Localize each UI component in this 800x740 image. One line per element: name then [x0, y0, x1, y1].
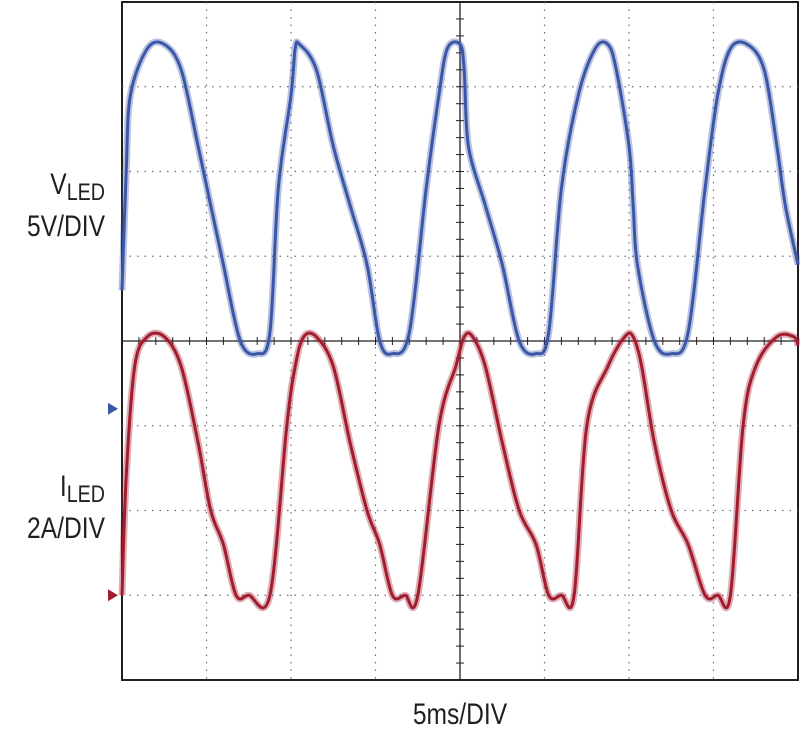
vled-name: VLED — [50, 168, 105, 206]
trace-v-led — [120, 40, 800, 356]
ground-markers — [108, 402, 118, 602]
iled-name: ILED — [59, 470, 105, 508]
vled-scale: 5V/DIV — [27, 210, 105, 243]
iled-label: ILED 2A/DIV — [7, 470, 105, 546]
trace-i-led — [120, 331, 800, 610]
traces — [118, 38, 800, 612]
iled-scale: 2A/DIV — [27, 512, 105, 545]
vled-label: VLED 5V/DIV — [7, 168, 105, 244]
ground-marker-icon-0 — [108, 402, 118, 415]
grid — [121, 1, 799, 681]
ground-marker-icon-1 — [108, 589, 118, 602]
x-axis-label: 5ms/DIV — [412, 698, 508, 731]
